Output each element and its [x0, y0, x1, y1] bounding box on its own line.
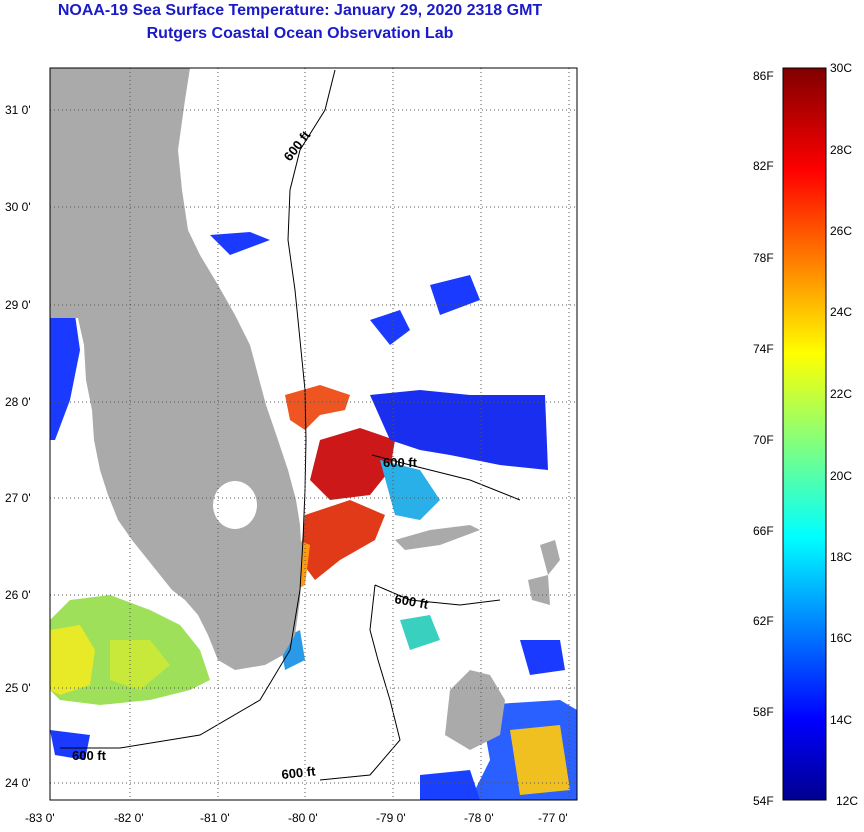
lon-label: -80 0' — [288, 811, 318, 825]
colorbar-c-label: 28C — [830, 143, 852, 157]
lake-okeechobee — [213, 481, 257, 529]
colorbar-celsius-labels: 30C 28C 26C 24C 22C 20C 18C 16C 14C 12C — [830, 61, 858, 808]
lat-label: 24 0' — [5, 776, 31, 790]
colorbar-f-label: 74F — [753, 342, 774, 356]
colorbar-f-label: 54F — [753, 794, 774, 808]
lon-label: -83 0' — [25, 811, 55, 825]
contour-label-600ft: 600 ft — [281, 763, 317, 782]
contour-label-600ft: 600 ft — [72, 748, 107, 763]
colorbar-c-label: 14C — [830, 713, 852, 727]
colorbar-gradient — [782, 67, 827, 801]
colorbar-c-label: 12C — [836, 794, 858, 808]
sst-data-layer — [50, 232, 577, 800]
lat-label: 27 0' — [5, 491, 31, 505]
bahamas-abaco — [540, 540, 560, 575]
map-title: NOAA-19 Sea Surface Temperature: January… — [57, 2, 543, 19]
colorbar-c-label: 26C — [830, 224, 852, 238]
lat-label: 30 0' — [5, 200, 31, 214]
lat-label: 25 0' — [5, 681, 31, 695]
colorbar-f-label: 58F — [753, 705, 774, 719]
lon-label: -82 0' — [114, 811, 144, 825]
colorbar-c-label: 18C — [830, 550, 852, 564]
lat-label: 28 0' — [5, 395, 31, 409]
lon-label: -77 0' — [538, 811, 568, 825]
bahamas-small-island — [528, 575, 550, 605]
colorbar-f-label: 66F — [753, 524, 774, 538]
contour-label-600ft: 600 ft — [383, 455, 418, 470]
longitude-labels: -83 0' -82 0' -81 0' -80 0' -79 0' -78 0… — [25, 811, 568, 825]
contour-label-600ft: 600 ft — [393, 591, 430, 612]
depth-contours — [60, 69, 521, 781]
latitude-labels: 31 0' 30 0' 29 0' 28 0' 27 0' 26 0' 25 0… — [5, 103, 31, 790]
map-subtitle: Rutgers Coastal Ocean Observation Lab — [146, 25, 454, 42]
lon-label: -79 0' — [376, 811, 406, 825]
colorbar-c-label: 16C — [830, 631, 852, 645]
colorbar-f-label: 78F — [753, 251, 774, 265]
colorbar-f-label: 70F — [753, 433, 774, 447]
lat-label: 26 0' — [5, 588, 31, 602]
colorbar-f-label: 86F — [753, 69, 774, 83]
lat-label: 29 0' — [5, 298, 31, 312]
colorbar-c-label: 20C — [830, 469, 852, 483]
lon-label: -81 0' — [200, 811, 230, 825]
lat-label: 31 0' — [5, 103, 31, 117]
bahamas-grand-bahama — [395, 525, 480, 550]
colorbar-f-label: 62F — [753, 614, 774, 628]
lon-label: -78 0' — [464, 811, 494, 825]
colorbar-c-label: 22C — [830, 387, 852, 401]
colorbar-fahrenheit-labels: 86F 82F 78F 74F 70F 66F 62F 58F 54F — [753, 69, 774, 808]
colorbar-f-label: 82F — [753, 159, 774, 173]
colorbar: 86F 82F 78F 74F 70F 66F 62F 58F 54F 30C … — [753, 61, 858, 808]
bahamas-andros — [445, 670, 505, 750]
map-area: 600 ft 600 ft 600 ft 600 ft 600 ft — [49, 67, 578, 801]
colorbar-c-label: 30C — [830, 61, 852, 75]
colorbar-c-label: 24C — [830, 305, 852, 319]
